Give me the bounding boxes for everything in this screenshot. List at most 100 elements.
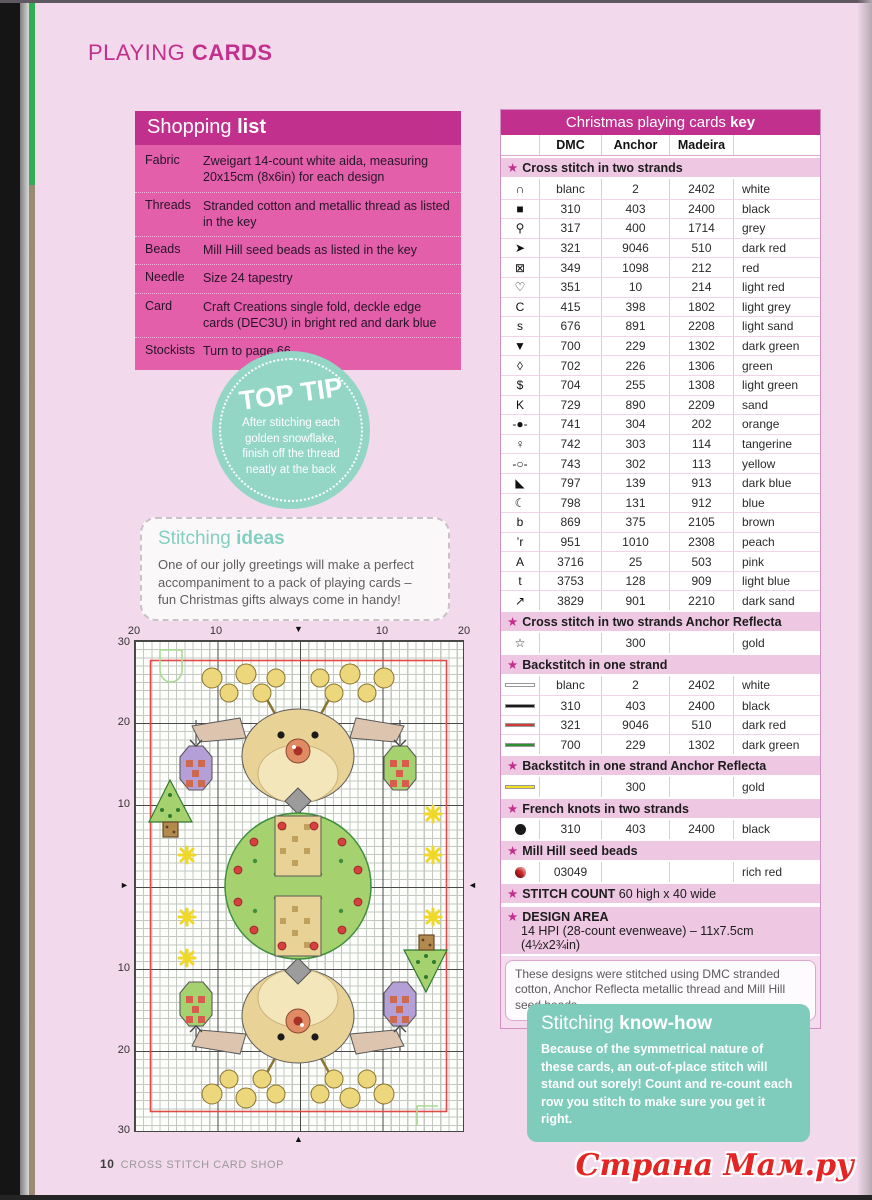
- ideas-title-bold: ideas: [236, 528, 285, 549]
- anchor-value: 398: [601, 297, 669, 317]
- anchor-value: 303: [601, 434, 669, 454]
- anchor-value: 25: [601, 552, 669, 571]
- reflecta-cross-rows: ☆ 300 gold: [501, 633, 820, 653]
- item-text: Stranded cotton and metallic thread as l…: [203, 198, 450, 229]
- stitching-ideas-title: Stitching ideas: [158, 528, 432, 550]
- chart-top-label: 20: [457, 625, 471, 637]
- stitch-symbol: ⊠: [514, 260, 526, 275]
- madeira-value: 2105: [669, 513, 733, 532]
- anchor-value: 9046: [601, 715, 669, 735]
- page-title-light: PLAYING: [88, 40, 186, 65]
- dmc-value: [539, 777, 601, 797]
- stitch-symbol: $: [516, 378, 524, 393]
- colour-name: dark green: [733, 336, 820, 356]
- stitch-symbol: ⚲: [515, 221, 525, 236]
- key-row: C 415 398 1802 light grey: [501, 296, 820, 317]
- anchor-value: 9046: [601, 238, 669, 258]
- colour-name: light green: [733, 375, 820, 395]
- item-text: Turn to page 66: [203, 344, 291, 358]
- madeira-value: 2208: [669, 317, 733, 336]
- know-how-title-regular: Stitching: [541, 1013, 614, 1034]
- stitching-ideas-text: One of our jolly greetings will make a p…: [158, 557, 414, 608]
- dmc-value: 321: [539, 238, 601, 258]
- bead-swatch: [501, 862, 539, 882]
- key-row: ▼ 700 229 1302 dark green: [501, 335, 820, 356]
- dmc-value: 351: [539, 277, 601, 297]
- madeira-value: 909: [669, 571, 733, 591]
- page-number: 10: [100, 1157, 115, 1171]
- madeira-value: 212: [669, 258, 733, 277]
- key-row: s 676 891 2208 light sand: [501, 316, 820, 336]
- stitch-symbol: ◣: [515, 476, 525, 491]
- key-row: ʼr 951 1010 2308 peach: [501, 531, 820, 552]
- key-section-heading: ★ French knots in two strands: [501, 796, 820, 820]
- reindeer-design: [148, 649, 448, 1126]
- anchor-value: 300: [601, 633, 669, 653]
- key-section-heading: ★ Cross stitch in two strands Anchor Refl…: [501, 610, 820, 634]
- stitch-symbol: s: [517, 319, 523, 334]
- colour-name: black: [733, 696, 820, 715]
- item-label: Card: [145, 298, 173, 313]
- item-label: Needle: [145, 270, 185, 285]
- stitching-ideas-box: Stitching ideas One of our jolly greetin…: [140, 517, 450, 621]
- key-section-heading: ★ Backstitch in one strand: [501, 652, 820, 676]
- backstitch-line-swatch: [501, 676, 539, 696]
- star-icon: ★: [507, 161, 519, 175]
- key-row: ◊ 702 226 1306 green: [501, 355, 820, 375]
- anchor-value: 229: [601, 336, 669, 356]
- stitch-symbol: ʼr: [516, 534, 524, 549]
- stitch-symbol: ◊: [517, 358, 523, 373]
- stitch-symbol: ♀: [515, 437, 525, 452]
- key-row: b 869 375 2105 brown: [501, 512, 820, 532]
- madeira-value: 510: [669, 715, 733, 735]
- watermark: Страна Мам.ру: [575, 1148, 854, 1183]
- madeira-value: 1302: [669, 336, 733, 356]
- colour-name: yellow: [733, 454, 820, 473]
- item-label: Fabric: [145, 153, 180, 167]
- dmc-value: 743: [539, 454, 601, 473]
- stitch-symbol: -●-: [512, 417, 528, 432]
- colour-name: dark sand: [733, 591, 820, 611]
- dmc-value: 415: [539, 297, 601, 317]
- anchor-value: 1010: [601, 532, 669, 552]
- anchor-column-header: Anchor: [601, 135, 669, 155]
- shopping-list-items: Fabric Zweigart 14-count white aida, mea…: [135, 145, 461, 371]
- know-how-title: Stitching know-how: [541, 1013, 796, 1035]
- colour-name: black: [733, 199, 820, 219]
- anchor-value: 229: [601, 735, 669, 755]
- colour-name: white: [733, 179, 820, 199]
- colour-name: dark red: [733, 715, 820, 735]
- key-title-bold: key: [730, 114, 756, 131]
- dmc-value: 951: [539, 532, 601, 552]
- shopping-list-title: Shopping list: [135, 111, 461, 145]
- cross-stitch-rows: ∩ blanc 2 2402 white ■ 310 403 2400 blac…: [501, 179, 820, 611]
- dmc-value: 676: [539, 317, 601, 336]
- design-area-value: 14 HPI (28-count evenweave) – 11x7.5cm (…: [521, 923, 754, 952]
- page-title-bold: CARDS: [191, 40, 273, 65]
- scan-edge-line: [29, 0, 35, 1200]
- stitch-symbol: b: [516, 515, 524, 530]
- french-knot-swatch: [501, 820, 539, 840]
- colour-name: light blue: [733, 571, 820, 591]
- colour-name: green: [733, 356, 820, 375]
- madeira-value: 2400: [669, 819, 733, 840]
- key-row: ⚲ 317 400 1714 grey: [501, 218, 820, 238]
- stitch-symbol: -○-: [512, 456, 528, 471]
- anchor-value: 400: [601, 219, 669, 238]
- shopping-list-item: Threads Stranded cotton and metallic thr…: [135, 193, 461, 237]
- dmc-value: 869: [539, 513, 601, 532]
- top-tip-badge: TOP TIP After stitching each golden snow…: [212, 351, 370, 509]
- stitch-symbol: ➤: [514, 241, 526, 256]
- key-row: 03049 rich red: [501, 862, 820, 882]
- dmc-value: 310: [539, 696, 601, 715]
- colour-name: light grey: [733, 297, 820, 317]
- key-row: ♀ 742 303 114 tangerine: [501, 433, 820, 454]
- know-how-text: Because of the symmetrical nature of the…: [541, 1042, 793, 1126]
- key-row: ◣ 797 139 913 dark blue: [501, 472, 820, 493]
- anchor-value: 2: [601, 179, 669, 199]
- shopping-list-box: Shopping list Fabric Zweigart 14-count w…: [135, 111, 461, 371]
- madeira-value: 503: [669, 552, 733, 571]
- madeira-value: 202: [669, 415, 733, 434]
- backstitch-rows: blanc 2 2402 white 310 403 2400 black 32…: [501, 675, 820, 755]
